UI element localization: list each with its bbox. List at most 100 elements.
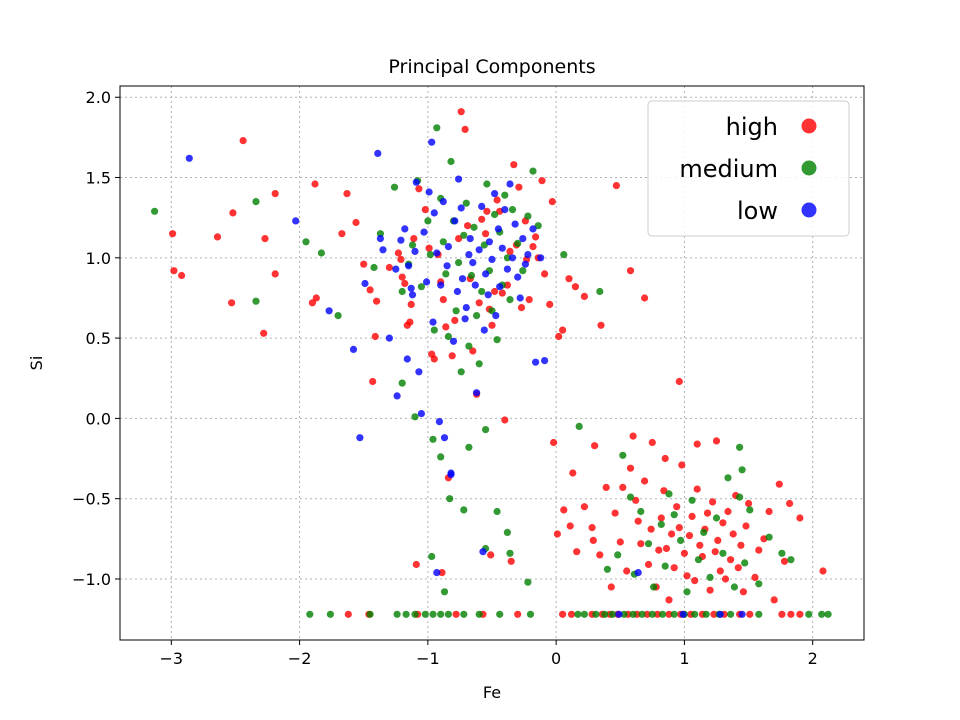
point-medium xyxy=(638,610,646,618)
point-high xyxy=(662,544,671,553)
point-high xyxy=(343,190,351,198)
point-low xyxy=(498,244,506,252)
point-low xyxy=(356,434,364,442)
x-axis-ticks: −3 −2 −1 0 1 2 xyxy=(160,640,818,668)
point-low xyxy=(401,225,409,233)
point-high xyxy=(371,332,379,341)
point-high xyxy=(734,564,742,572)
point-high xyxy=(739,588,748,596)
point-high xyxy=(178,271,186,280)
point-high xyxy=(464,222,472,230)
point-high xyxy=(228,299,236,307)
point-high xyxy=(565,275,573,283)
point-low xyxy=(392,265,400,273)
point-high xyxy=(261,235,269,243)
chart-title: Principal Components xyxy=(388,56,595,78)
point-low xyxy=(412,178,420,186)
point-low xyxy=(439,198,447,206)
point-high xyxy=(796,610,804,618)
point-low xyxy=(479,548,487,556)
point-high xyxy=(510,161,518,169)
point-low xyxy=(433,249,441,257)
point-medium xyxy=(712,514,721,522)
point-medium xyxy=(506,296,514,304)
point-high xyxy=(442,323,450,331)
point-low xyxy=(492,312,500,320)
point-medium xyxy=(741,559,749,567)
point-medium xyxy=(659,610,667,618)
point-medium xyxy=(334,312,342,320)
point-high xyxy=(607,583,615,591)
point-low xyxy=(491,190,499,198)
data-points xyxy=(151,108,832,618)
point-medium xyxy=(455,259,463,267)
point-medium xyxy=(470,223,478,231)
point-low xyxy=(325,307,333,315)
point-high xyxy=(410,235,418,243)
point-low xyxy=(451,217,459,225)
point-medium xyxy=(736,493,744,501)
point-low xyxy=(437,281,445,289)
point-medium xyxy=(440,588,449,596)
x-tick-label: 0 xyxy=(551,649,561,668)
point-high xyxy=(691,577,699,585)
point-low xyxy=(185,154,193,162)
point-low xyxy=(433,569,441,577)
point-medium xyxy=(482,426,490,434)
point-high xyxy=(239,137,247,145)
point-high xyxy=(668,530,676,538)
point-high xyxy=(260,329,268,337)
point-medium xyxy=(426,251,434,259)
point-high xyxy=(745,499,753,508)
point-medium xyxy=(317,249,325,257)
point-low xyxy=(494,225,502,233)
point-medium xyxy=(457,368,465,376)
point-high xyxy=(819,567,827,575)
point-high xyxy=(591,442,599,450)
point-medium xyxy=(393,610,401,618)
point-high xyxy=(550,438,558,447)
point-low xyxy=(503,265,511,273)
point-low xyxy=(482,270,490,278)
point-high xyxy=(573,548,581,556)
point-low xyxy=(496,283,504,291)
point-medium xyxy=(727,610,735,618)
point-low xyxy=(458,275,467,283)
point-high xyxy=(397,255,405,263)
legend-label-medium: medium xyxy=(679,155,778,183)
point-medium xyxy=(724,474,732,482)
point-high xyxy=(412,560,420,569)
point-high xyxy=(721,575,730,583)
point-high xyxy=(612,182,621,190)
point-high xyxy=(786,499,794,508)
point-medium xyxy=(778,549,786,557)
point-low xyxy=(430,209,438,217)
point-medium xyxy=(824,610,832,618)
point-medium xyxy=(648,610,656,618)
point-low xyxy=(508,254,517,262)
point-high xyxy=(487,551,495,559)
point-low xyxy=(428,138,436,146)
point-high xyxy=(647,525,655,533)
point-high xyxy=(680,549,689,557)
point-medium xyxy=(442,270,450,278)
point-low xyxy=(376,235,384,243)
point-medium xyxy=(700,528,708,537)
legend-marker-high xyxy=(801,118,817,134)
point-high xyxy=(629,432,637,440)
plot-frame xyxy=(119,85,865,641)
point-high xyxy=(560,506,568,514)
point-high xyxy=(385,263,393,272)
point-high xyxy=(438,569,446,577)
x-tick-label: 1 xyxy=(679,649,689,668)
point-low xyxy=(466,235,474,243)
point-medium xyxy=(736,443,744,451)
point-medium xyxy=(428,552,436,561)
y-tick-label: −1.0 xyxy=(72,570,111,589)
point-medium xyxy=(503,254,511,262)
point-high xyxy=(538,177,546,185)
point-low xyxy=(537,254,545,262)
x-tick-label: −1 xyxy=(416,649,440,668)
point-low xyxy=(393,392,401,400)
point-low xyxy=(405,262,413,270)
